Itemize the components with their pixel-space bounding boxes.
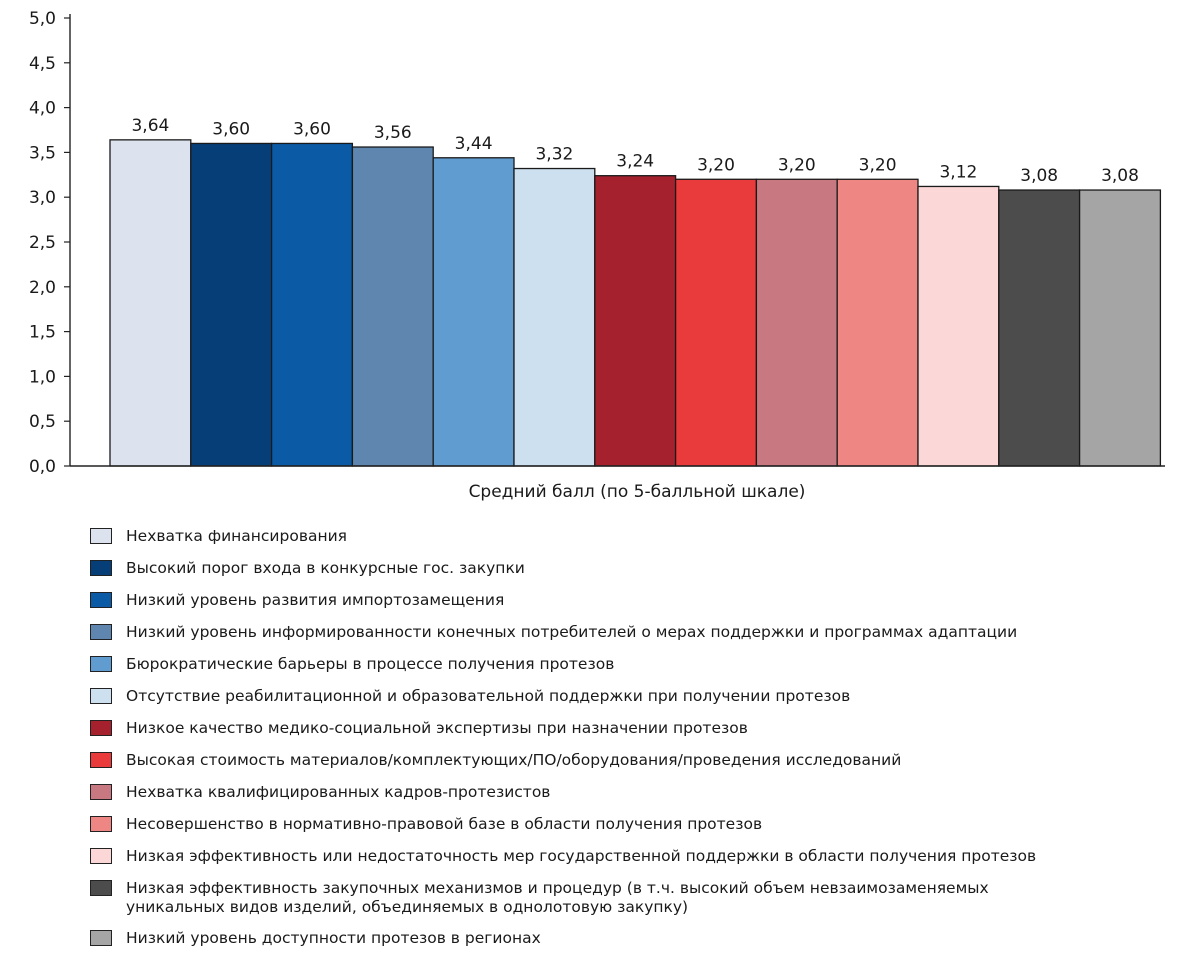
- legend-swatch: [90, 752, 112, 768]
- bar: [270, 142, 354, 467]
- data-label: 3,20: [859, 155, 897, 175]
- y-tick-label: 3,0: [29, 188, 56, 208]
- legend-swatch: [90, 560, 112, 576]
- data-label: 3,08: [1020, 166, 1058, 186]
- data-label: 3,64: [131, 116, 169, 136]
- bar-chart-plot: 0,0 0,5 1,0 1,5 2,0 2,5 3,0 3,5 4,0 4,5 5,0 3,64 3,6…: [29, 9, 1165, 502]
- y-tick-label: 2,0: [29, 278, 56, 298]
- legend-swatch: [90, 816, 112, 832]
- legend-label: Нехватка квалифицированных кадров-протез…: [126, 783, 551, 801]
- legend-swatch: [90, 880, 112, 896]
- legend-label: Низкий уровень доступности протезов в ре…: [126, 929, 541, 947]
- data-label: 3,20: [697, 155, 735, 175]
- bar: [755, 178, 838, 467]
- chart-legend: Нехватка финансирования Высокий порог вхо…: [90, 527, 1170, 961]
- bar: [351, 146, 434, 467]
- legend-item: Нехватка квалифицированных кадров-протез…: [90, 783, 1170, 802]
- y-tick-label: 1,5: [29, 323, 56, 343]
- legend-item: Низкая эффективность или недостаточность…: [90, 847, 1170, 866]
- legend-label: Несовершенство в нормативно-правовой баз…: [126, 815, 763, 833]
- legend-swatch: [90, 656, 112, 672]
- legend-swatch: [90, 528, 112, 544]
- data-label: 3,24: [616, 152, 654, 172]
- bar: [432, 157, 515, 467]
- data-label: 3,20: [778, 155, 816, 175]
- legend-label: Низкий уровень развития импортозамещения: [126, 591, 505, 609]
- bar: [1078, 189, 1162, 467]
- legend-swatch: [90, 784, 112, 800]
- legend-item: Низкая эффективность закупочных механизм…: [90, 879, 1170, 917]
- y-tick-label: 1,0: [29, 367, 56, 387]
- legend-item: Несовершенство в нормативно-правовой баз…: [90, 815, 1170, 834]
- y-tick-label: 4,0: [29, 99, 56, 119]
- legend-swatch: [90, 624, 112, 640]
- bar: [674, 178, 758, 467]
- data-label: 3,44: [455, 134, 493, 154]
- legend-item: Бюрократические барьеры в процессе получ…: [90, 655, 1170, 674]
- data-label: 3,32: [535, 145, 573, 165]
- legend-label: Отсутствие реабилитационной и образовате…: [126, 687, 851, 705]
- data-label: 3,08: [1101, 166, 1139, 186]
- bar: [190, 142, 273, 467]
- data-label: 3,12: [939, 162, 977, 182]
- bar: [836, 178, 919, 467]
- data-label: 3,60: [212, 119, 250, 139]
- y-tick-label: 5,0: [29, 9, 56, 29]
- bar: [998, 189, 1081, 467]
- data-label: 3,60: [293, 119, 331, 139]
- legend-item: Низкий уровень развития импортозамещения: [90, 591, 1170, 610]
- legend-label: Нехватка финансирования: [126, 527, 347, 545]
- y-tick-label: 0,0: [29, 457, 56, 477]
- bar: [594, 175, 677, 467]
- legend-label: Низкий уровень информированности конечны…: [126, 623, 1018, 641]
- legend-swatch: [90, 930, 112, 946]
- y-tick-label: 4,5: [29, 54, 56, 74]
- legend-item: Высокая стоимость материалов/комплектующ…: [90, 751, 1170, 770]
- legend-swatch: [90, 592, 112, 608]
- x-axis-label: Средний балл (по 5-балльной шкале): [469, 482, 806, 502]
- legend-swatch: [90, 720, 112, 736]
- legend-swatch: [90, 688, 112, 704]
- data-label: 3,56: [374, 123, 412, 143]
- y-tick-label: 0,5: [29, 412, 56, 432]
- legend-item: Низкий уровень доступности протезов в ре…: [90, 929, 1170, 948]
- legend-item: Низкое качество медико-социальной экспер…: [90, 719, 1170, 738]
- legend-label: Высокий порог входа в конкурсные гос. за…: [126, 559, 525, 577]
- legend-item: Высокий порог входа в конкурсные гос. за…: [90, 559, 1170, 578]
- y-tick-label: 3,5: [29, 143, 56, 163]
- legend-label: Низкая эффективность закупочных механизм…: [126, 879, 989, 916]
- legend-item: Нехватка финансирования: [90, 527, 1170, 546]
- legend-label: Низкое качество медико-социальной экспер…: [126, 719, 748, 737]
- legend-item: Отсутствие реабилитационной и образовате…: [90, 687, 1170, 706]
- y-tick-label: 2,5: [29, 233, 56, 253]
- legend-item: Низкий уровень информированности конечны…: [90, 623, 1170, 642]
- bar: [513, 167, 596, 467]
- bar: [109, 139, 192, 467]
- legend-label: Бюрократические барьеры в процессе получ…: [126, 655, 615, 673]
- legend-swatch: [90, 848, 112, 864]
- bar: [917, 185, 1000, 467]
- legend-label: Низкая эффективность или недостаточность…: [126, 847, 1037, 865]
- legend-label: Высокая стоимость материалов/комплектующ…: [126, 751, 902, 769]
